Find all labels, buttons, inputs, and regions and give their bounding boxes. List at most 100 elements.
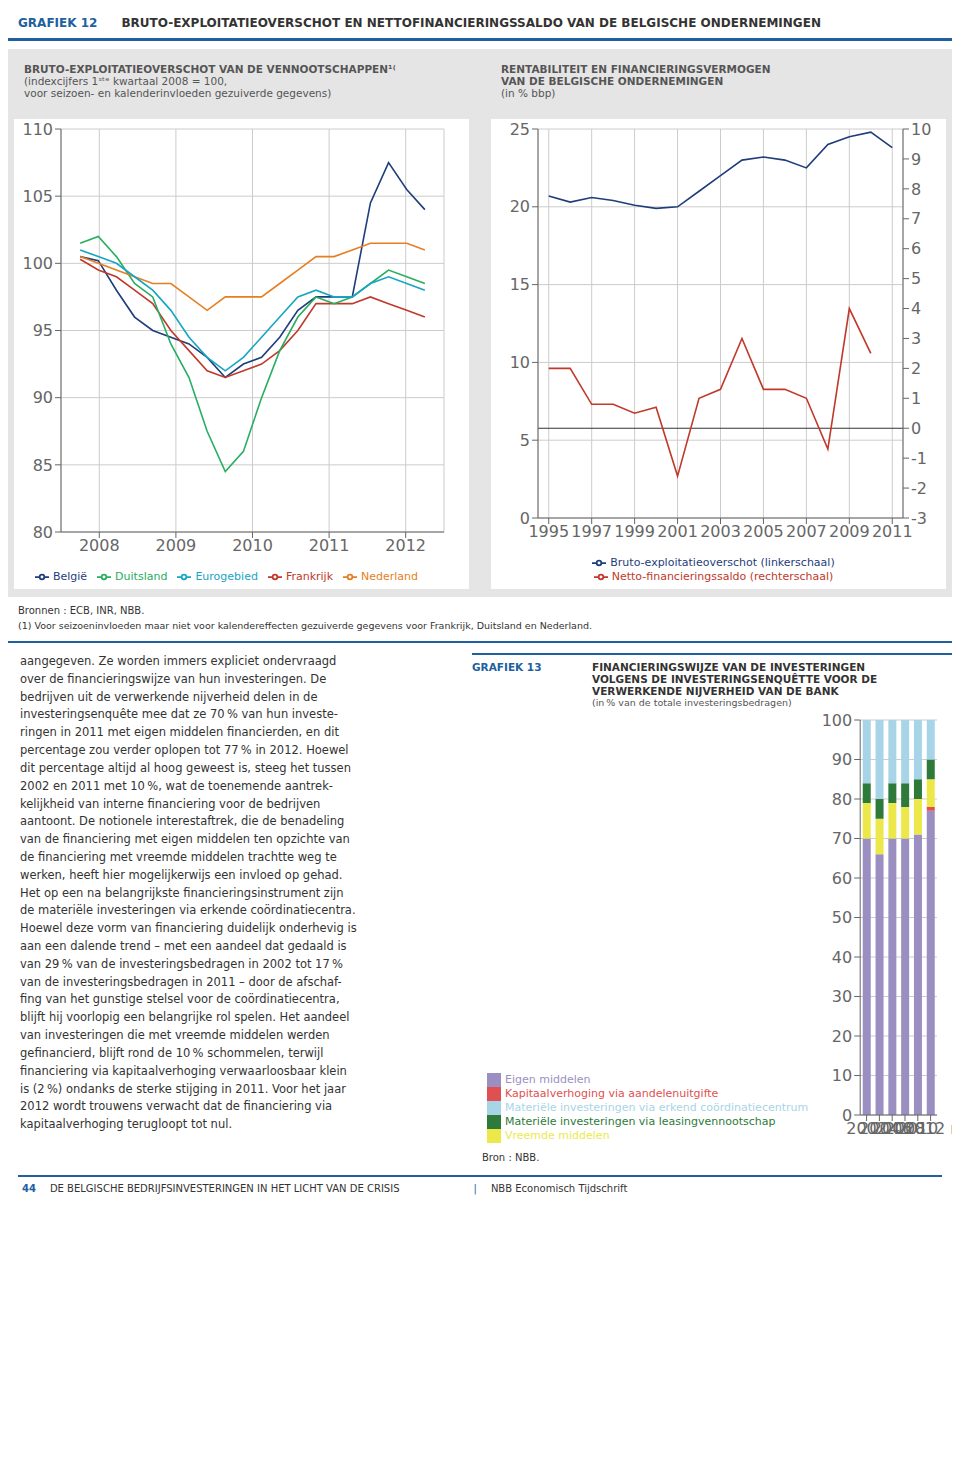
svg-text:2005: 2005 xyxy=(743,522,784,541)
svg-text:1995: 1995 xyxy=(528,522,569,541)
svg-text:25: 25 xyxy=(510,120,530,139)
html-text:dit percentage altijd al hoog: dit percentage altijd al hoog geweest is… xyxy=(20,760,351,775)
svg-text:20: 20 xyxy=(510,197,530,216)
html-text:Materiële investeringen via er: Materiële investeringen via erkend coörd… xyxy=(505,1101,809,1114)
html-text:BRUTO-EXPLOITATIEOVERSCHOT EN: BRUTO-EXPLOITATIEOVERSCHOT EN NETTOFINAN… xyxy=(121,16,821,30)
svg-text:0: 0 xyxy=(842,1106,852,1125)
svg-text:70: 70 xyxy=(832,829,852,848)
svg-text:0: 0 xyxy=(911,419,921,438)
html-text:Eurogebied: Eurogebied xyxy=(195,570,258,583)
svg-text:2003: 2003 xyxy=(700,522,741,541)
svg-text:30: 30 xyxy=(832,987,852,1006)
html-text:2012 wordt trouwens verwacht d: 2012 wordt trouwens verwacht dat de fina… xyxy=(20,1099,333,1114)
svg-text:2012: 2012 xyxy=(385,536,426,555)
html-text:(in % bbp): (in % bbp) xyxy=(501,87,556,99)
svg-text:15: 15 xyxy=(510,275,530,294)
svg-text:60: 60 xyxy=(832,869,852,888)
html-text:bedrijven uit de verwerkende n: bedrijven uit de verwerkende nijverheid … xyxy=(20,689,318,704)
svg-text:-2: -2 xyxy=(911,479,927,498)
html-text:Frankrijk: Frankrijk xyxy=(285,570,333,583)
html-text:Het op een na belangrijkste fi: Het op een na belangrijkste financiering… xyxy=(20,885,344,900)
html-text:voor seizoen- en kalenderinvlo: voor seizoen- en kalenderinvloeden gezui… xyxy=(24,87,332,99)
html-text:België: België xyxy=(52,570,88,583)
svg-text:110: 110 xyxy=(22,120,53,139)
html-text:financiering via kapitaalverho: financiering via kapitaalverhoging verwa… xyxy=(20,1063,347,1078)
svg-text:100: 100 xyxy=(22,254,53,273)
svg-text:4: 4 xyxy=(911,299,921,318)
html-text:de materiële investeringen via: de materiële investeringen via erkende c… xyxy=(20,903,356,918)
svg-text:9: 9 xyxy=(911,150,921,169)
svg-text:80: 80 xyxy=(832,790,852,809)
html-text:van 29 % van de investeringsbe: van 29 % van de investeringsbedragen in … xyxy=(20,956,343,971)
html-text:werken, heeft hier mogelijkerw: werken, heeft hier mogelijkerwijs een in… xyxy=(20,867,343,882)
svg-text:1997: 1997 xyxy=(571,522,612,541)
svg-text:20: 20 xyxy=(832,1027,852,1046)
html-text:GRAFIEK 12: GRAFIEK 12 xyxy=(18,16,98,30)
html-text:de financiering met vreemde mi: de financiering met vreemde middelen tra… xyxy=(20,849,337,864)
html-text:gefinancierd, blijft rond de 1: gefinancierd, blijft rond de 10 % schomm… xyxy=(20,1045,324,1060)
html-text:aantoont. De notionele interes: aantoont. De notionele interestaftrek, d… xyxy=(20,814,345,829)
svg-text:40: 40 xyxy=(832,948,852,967)
svg-text:8: 8 xyxy=(911,180,921,199)
html-text:aan een dalende trend – met ee: aan een dalende trend – met een aandeel … xyxy=(20,939,347,953)
svg-text:2: 2 xyxy=(911,359,921,378)
svg-text:3: 3 xyxy=(911,329,921,348)
html-text:aangegeven. Ze worden immers e: aangegeven. Ze worden immers expliciet o… xyxy=(20,654,337,668)
svg-text:2001: 2001 xyxy=(657,522,698,541)
html-text:van de investeringsbedragen in: van de investeringsbedragen in 2011 – do… xyxy=(20,974,342,989)
html-text:2002 en 2011 met 10 %, wat de: 2002 en 2011 met 10 %, wat de toenemende… xyxy=(20,778,333,793)
svg-text:2009: 2009 xyxy=(829,522,870,541)
svg-text:2008: 2008 xyxy=(79,536,120,555)
html-text:investeringsenquête mee dat ze: investeringsenquête mee dat ze 70 % van … xyxy=(20,707,338,722)
html-text:RENTABILITEIT EN FINANCIERINGS: RENTABILITEIT EN FINANCIERINGSVERMOGEN xyxy=(501,63,771,75)
svg-text:2009: 2009 xyxy=(156,536,197,555)
svg-text:1999: 1999 xyxy=(614,522,655,541)
html-text:kelijkheid van interne financi: kelijkheid van interne financiering voor… xyxy=(20,796,321,811)
html-text:(indexcijfers 1ˢᵗᵉ kwartaal 20: (indexcijfers 1ˢᵗᵉ kwartaal 2008 = 100, xyxy=(24,75,228,87)
html-text:Netto-financieringssaldo (rech: Netto-financieringssaldo (rechterschaal) xyxy=(611,570,834,583)
svg-text:10: 10 xyxy=(510,353,530,372)
html-text:over de financieringswijze van: over de financieringswijze van hun inves… xyxy=(20,671,327,686)
svg-text:0: 0 xyxy=(520,509,530,528)
html-text:Nederland: Nederland xyxy=(361,570,419,583)
svg-text:2011: 2011 xyxy=(309,536,350,555)
svg-text:2011: 2011 xyxy=(872,522,913,541)
svg-text:5: 5 xyxy=(520,431,530,450)
svg-text:90: 90 xyxy=(33,388,53,407)
svg-text:80: 80 xyxy=(33,523,53,542)
html-text:percentage zou verder oplopen: percentage zou verder oplopen tot 77 % i… xyxy=(20,743,349,758)
svg-text:100: 100 xyxy=(822,711,853,730)
html-text:is (2 %) ondanks de sterke sti: is (2 %) ondanks de sterke stijging in 2… xyxy=(20,1081,346,1096)
svg-text:7: 7 xyxy=(911,209,921,228)
svg-text:5: 5 xyxy=(911,269,921,288)
svg-text:2007: 2007 xyxy=(786,522,827,541)
html-text:ringen in 2011 met eigen midde: ringen in 2011 met eigen middelen financ… xyxy=(20,725,339,740)
html-text:blijft hij voorlopig een belan: blijft hij voorlopig een belangrijke rol… xyxy=(20,1010,350,1025)
svg-text:2012 r: 2012 r xyxy=(904,1119,952,1138)
svg-text:105: 105 xyxy=(22,187,53,206)
svg-text:10: 10 xyxy=(832,1066,852,1085)
html-text:VAN DE BELGISCHE ONDERNEMINGEN: VAN DE BELGISCHE ONDERNEMINGEN xyxy=(501,75,724,87)
html-text:Hoewel deze vorm van financier: Hoewel deze vorm van financiering duidel… xyxy=(20,921,357,936)
svg-text:6: 6 xyxy=(911,239,921,258)
html-text:fing van het gunstige stelsel: fing van het gunstige stelsel voor de co… xyxy=(20,992,340,1007)
html-text:Bruto-exploitatieoverschot (li: Bruto-exploitatieoverschot (linkerschaal… xyxy=(610,556,835,569)
svg-text:95: 95 xyxy=(33,321,53,340)
html-text:kapitaalverhoging terugloopt t: kapitaalverhoging terugloopt tot nul. xyxy=(20,1117,232,1132)
svg-text:1: 1 xyxy=(911,389,921,408)
html-text:Duitsland: Duitsland xyxy=(115,570,168,583)
html-text:BRUTO-EXPLOITATIEOVERSCHOT VAN: BRUTO-EXPLOITATIEOVERSCHOT VAN DE VENNOO… xyxy=(24,63,396,75)
svg-text:50: 50 xyxy=(832,908,852,927)
html-text:Materiële investeringen via le: Materiële investeringen via leasingvenno… xyxy=(505,1115,776,1128)
html-text:van investeringen die met vree: van investeringen die met vreemde middel… xyxy=(20,1028,330,1043)
svg-text:10: 10 xyxy=(911,120,931,139)
html-text:Vreemde middelen: Vreemde middelen xyxy=(505,1129,610,1142)
html-text:Eigen middelen: Eigen middelen xyxy=(505,1073,591,1086)
html-text:Kapitaalverhoging via aandelen: Kapitaalverhoging via aandelenuitgifte xyxy=(505,1087,719,1100)
svg-text:-1: -1 xyxy=(911,449,927,468)
svg-text:-3: -3 xyxy=(911,509,927,528)
html-text:van de financiering met eigen: van de financiering met eigen middelen t… xyxy=(20,832,350,847)
svg-text:90: 90 xyxy=(832,750,852,769)
svg-text:2010: 2010 xyxy=(232,536,273,555)
svg-text:85: 85 xyxy=(33,456,53,475)
